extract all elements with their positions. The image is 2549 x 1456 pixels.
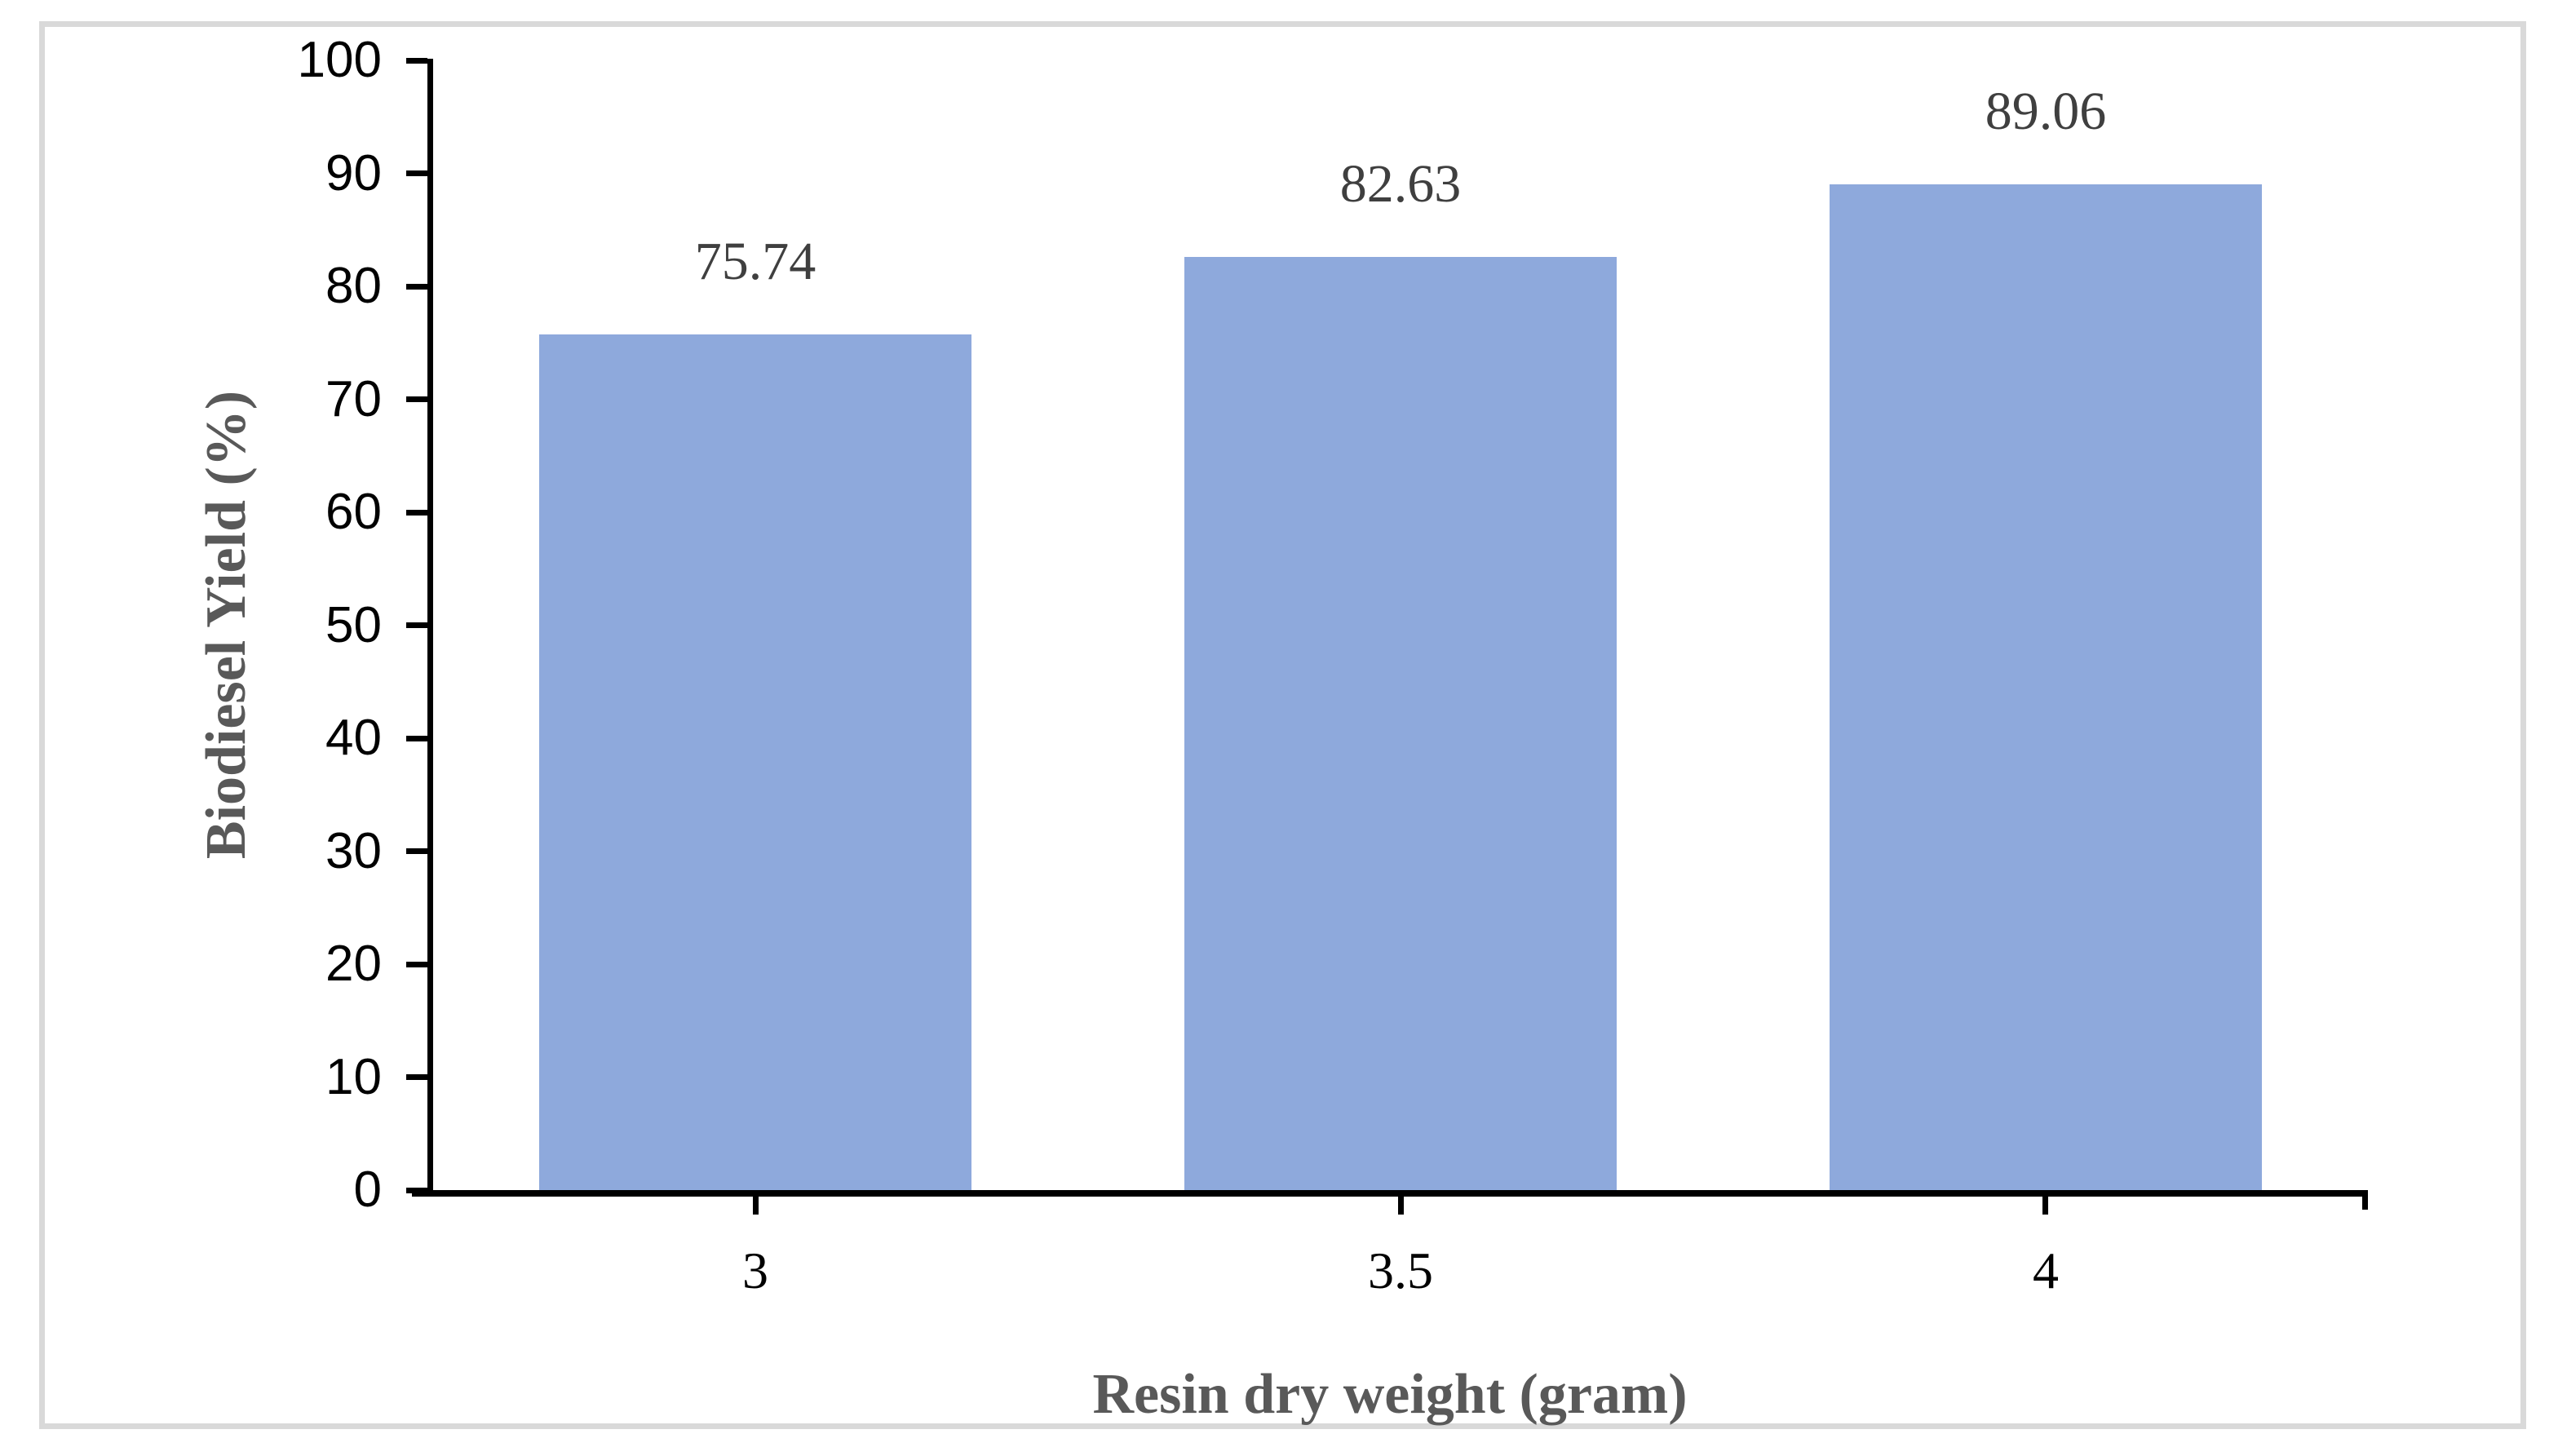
- x-tick: [753, 1197, 759, 1215]
- x-axis-line: [412, 1190, 2368, 1197]
- x-tick: [1398, 1197, 1404, 1215]
- y-tick: [406, 1074, 427, 1080]
- x-axis-title: Resin dry weight (gram): [1092, 1363, 1688, 1426]
- y-tick: [406, 622, 427, 628]
- bar-value-label: 89.06: [1985, 82, 2107, 141]
- y-tick-label: 90: [325, 145, 382, 201]
- x-tick: [2042, 1197, 2048, 1215]
- y-tick-label: 70: [325, 371, 382, 427]
- bar: [539, 334, 971, 1190]
- x-tick-label: 3: [742, 1241, 768, 1299]
- y-tick-label: 80: [325, 258, 382, 314]
- bar: [1184, 257, 1617, 1190]
- y-tick: [406, 396, 427, 402]
- y-tick-label: 100: [297, 32, 382, 88]
- y-tick: [406, 510, 427, 516]
- y-tick-label: 40: [325, 710, 382, 766]
- y-tick: [406, 736, 427, 741]
- x-tick-label: 3.5: [1368, 1241, 1433, 1299]
- bar-value-label: 82.63: [1339, 154, 1462, 214]
- y-tick-label: 0: [353, 1162, 382, 1218]
- y-tick-label: 20: [325, 936, 382, 992]
- bar-value-label: 75.74: [694, 232, 816, 291]
- y-tick: [406, 170, 427, 176]
- y-axis-line: [427, 59, 433, 1197]
- y-tick: [406, 962, 427, 967]
- y-tick-label: 50: [325, 597, 382, 653]
- bar: [1830, 184, 2262, 1190]
- x-axis-end-tick: [2362, 1197, 2368, 1210]
- y-tick-label: 60: [325, 484, 382, 540]
- y-tick: [406, 58, 427, 64]
- y-axis-title: Biodiesel Yield (%): [195, 390, 258, 860]
- y-tick: [406, 284, 427, 290]
- y-tick-label: 10: [325, 1049, 382, 1105]
- x-tick-label: 4: [2033, 1241, 2059, 1299]
- y-tick-label: 30: [325, 823, 382, 879]
- y-tick: [406, 848, 427, 854]
